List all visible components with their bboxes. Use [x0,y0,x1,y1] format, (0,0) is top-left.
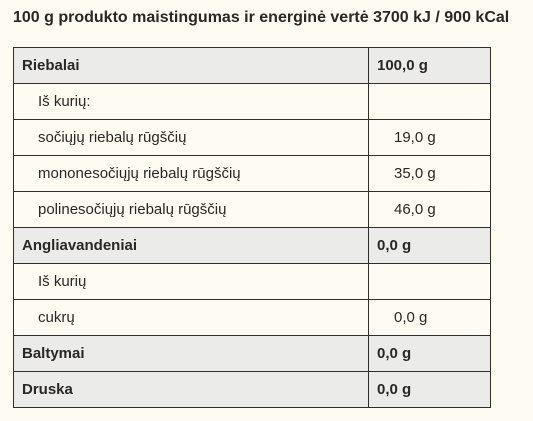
row-value [368,263,491,300]
row-label: Angliavandeniai [13,227,369,264]
row-value: 46,0 g [368,191,491,228]
table-row-of-which-2: Iš kurių [13,263,491,300]
table-row-fat: Riebalai 100,0 g [13,47,491,84]
row-label: Baltymai [13,335,369,372]
row-label: polinesočiųjų riebalų rūgščių [13,191,369,228]
nutrition-heading: 100 g produkto maistingumas ir energinė … [13,9,510,26]
row-value: 0,0 g [368,371,491,408]
table-row-saturated: sočiųjų riebalų rūgščių 19,0 g [13,119,491,156]
table-row-polyunsaturated: polinesočiųjų riebalų rūgščių 46,0 g [13,191,491,228]
row-value: 19,0 g [368,119,491,156]
row-label: Iš kurių: [13,83,369,120]
table-row-carbohydrates: Angliavandeniai 0,0 g [13,227,491,264]
table-row-protein: Baltymai 0,0 g [13,335,491,372]
row-value: 0,0 g [368,335,491,372]
row-label: Iš kurių [13,263,369,300]
row-value: 0,0 g [368,227,491,264]
table-row-salt: Druska 0,0 g [13,371,491,408]
row-label: cukrų [13,299,369,336]
row-value: 0,0 g [368,299,491,336]
row-label: mononesočiųjų riebalų rūgščių [13,155,369,192]
row-label: Riebalai [13,47,369,84]
table-row-sugars: cukrų 0,0 g [13,299,491,336]
table-row-monounsaturated: mononesočiųjų riebalų rūgščių 35,0 g [13,155,491,192]
row-value: 100,0 g [368,47,491,84]
row-value [368,83,491,120]
row-value: 35,0 g [368,155,491,192]
nutrition-table: Riebalai 100,0 g Iš kurių: sočiųjų rieba… [13,47,491,408]
row-label: sočiųjų riebalų rūgščių [13,119,369,156]
row-label: Druska [13,371,369,408]
table-row-of-which: Iš kurių: [13,83,491,120]
